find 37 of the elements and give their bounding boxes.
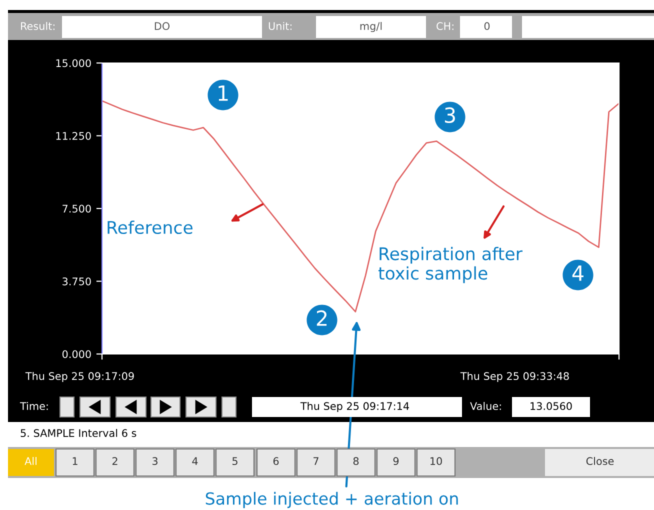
y-tick-label: 11.250 [56, 132, 91, 140]
text: 8 [353, 457, 359, 466]
text: All [24, 456, 36, 465]
y-tick-label: 0.000 [62, 350, 91, 358]
text: Close [586, 456, 614, 466]
annotation: 2 [316, 310, 327, 326]
text: Thu Sep 25 09:33:48 [460, 372, 569, 382]
text: Result: [21, 22, 54, 30]
text: Sample injected + aeration on [206, 492, 458, 508]
text: Value: [470, 402, 501, 410]
annotation: Reference [108, 220, 192, 234]
y-tick-label: 3.750 [62, 277, 91, 286]
text: 5. SAMPLE Interval 6 s [20, 428, 136, 438]
text: 6 [273, 457, 279, 466]
annotation: 3 [444, 107, 455, 124]
annotation: 1 [218, 86, 228, 101]
text: Thu Sep 25 09:17:09 [25, 372, 134, 382]
text: DO [154, 22, 170, 30]
text: 4 [192, 457, 198, 465]
text: 0 [484, 22, 490, 30]
text: 9 [393, 457, 399, 466]
text: mg/l [360, 22, 382, 32]
text: 10 [430, 457, 442, 466]
text: 1 [72, 457, 78, 465]
text: 5 [232, 457, 238, 466]
text: 7 [314, 457, 318, 465]
text: Unit: [268, 22, 292, 30]
y-tick-label: 7.500 [62, 204, 91, 213]
y-tick-label: 15.000 [56, 59, 91, 68]
text: Thu Sep 25 09:17:14 [300, 402, 409, 412]
text: 2 [112, 457, 118, 465]
annotation: 4 [572, 266, 584, 281]
text: CH: [436, 22, 454, 30]
text: 13.0560 [530, 402, 572, 410]
text: 3 [152, 457, 158, 466]
annotation: Respiration after toxic sample [378, 246, 522, 284]
text: Time: [20, 402, 48, 410]
